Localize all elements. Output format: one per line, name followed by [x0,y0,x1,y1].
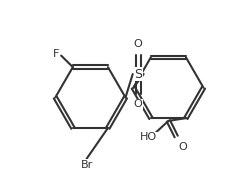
Text: HO: HO [140,132,156,143]
Text: O: O [133,39,142,49]
Text: O: O [177,142,186,152]
Text: S: S [134,68,141,81]
Text: O: O [133,99,142,109]
Text: F: F [53,49,59,59]
Text: Br: Br [81,160,93,170]
